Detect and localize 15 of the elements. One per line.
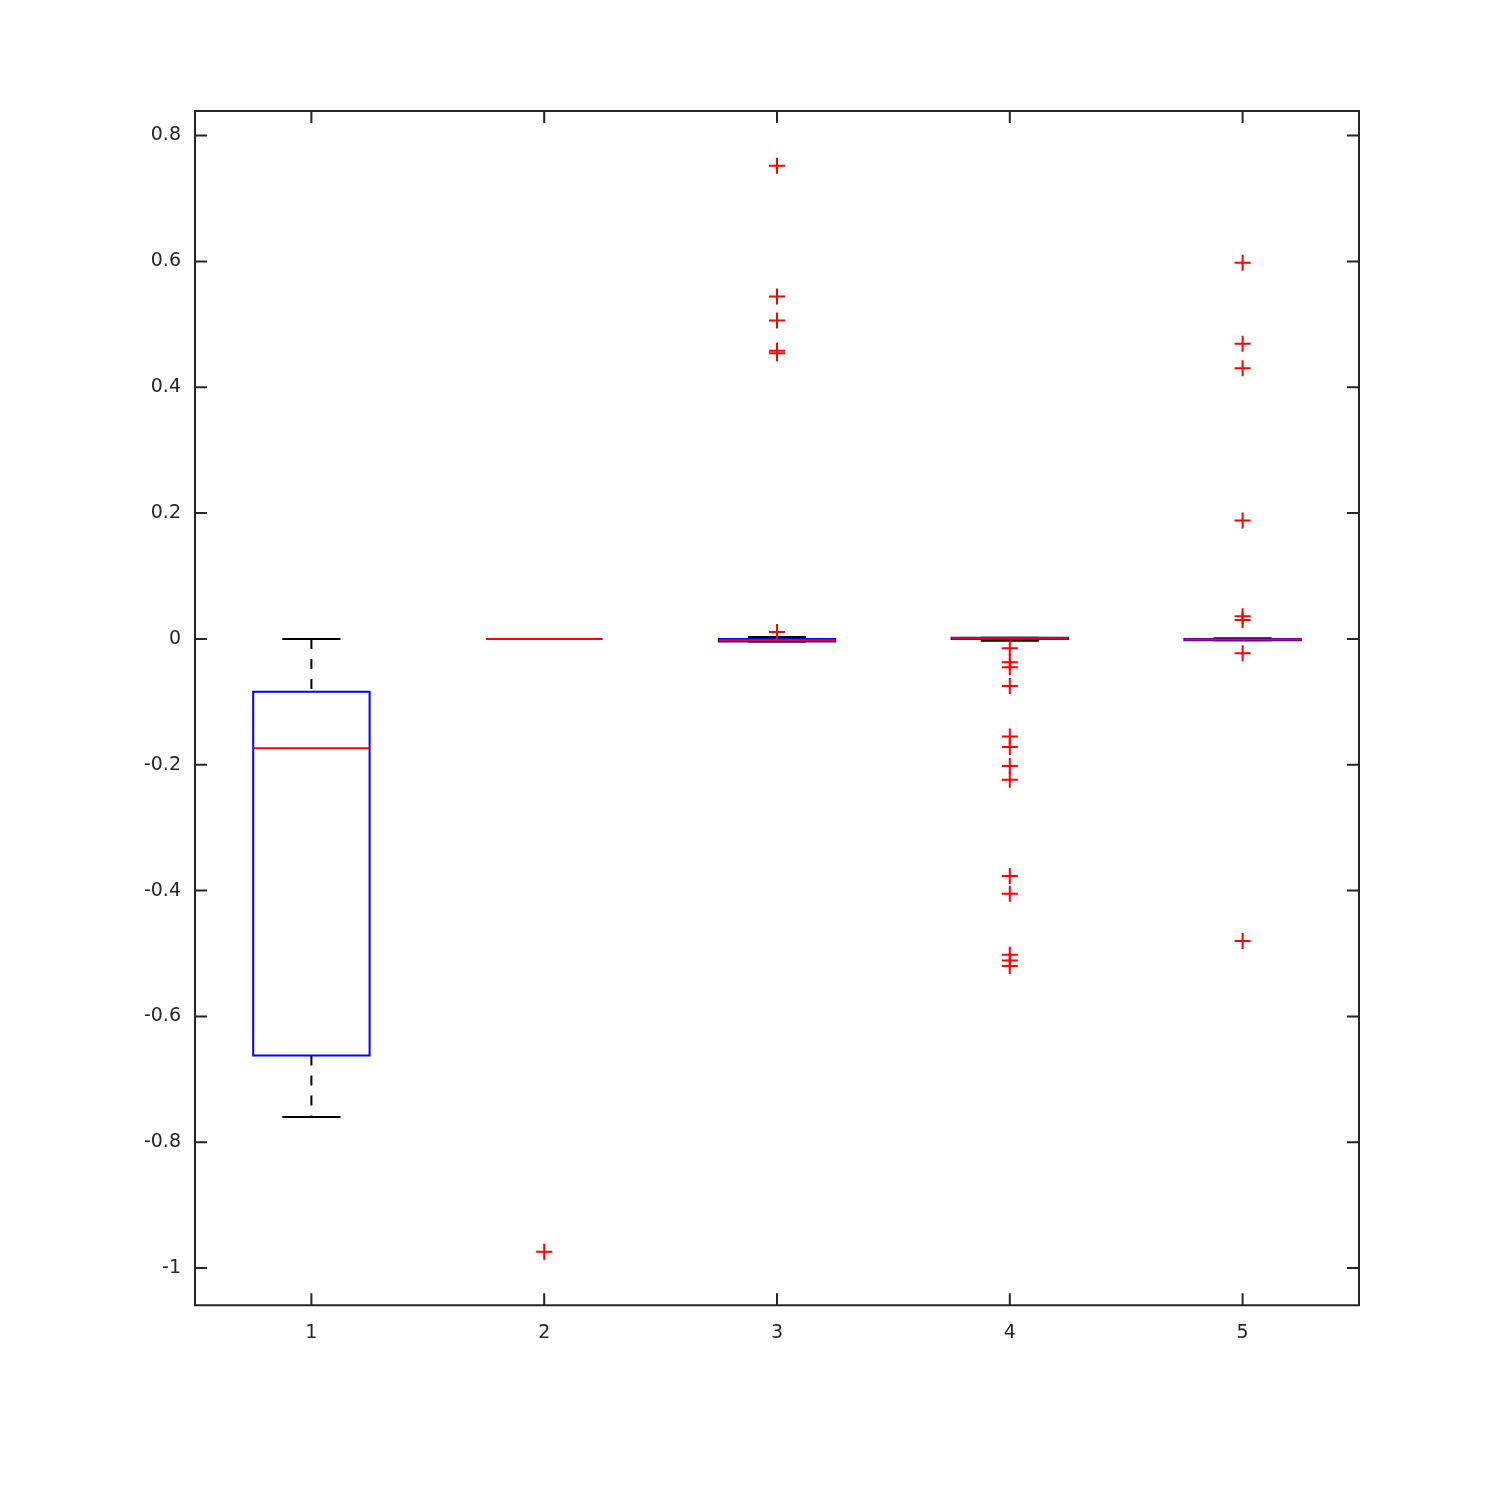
y-tick-label: 0.2 <box>150 499 181 522</box>
y-tick-label: 0.4 <box>150 374 181 397</box>
y-tick-label: 0.6 <box>150 248 181 271</box>
y-tick-label: 0 <box>168 625 181 648</box>
y-tick-label: 0.8 <box>150 122 181 145</box>
x-tick-label: 1 <box>305 1319 318 1342</box>
x-tick-label: 5 <box>1236 1319 1249 1342</box>
y-tick-label: -0.4 <box>143 877 181 900</box>
x-tick-label: 3 <box>770 1319 784 1342</box>
y-tick-label: -0.6 <box>143 1003 181 1026</box>
y-tick-label: -1 <box>162 1255 181 1278</box>
y-tick-label: -0.8 <box>143 1129 181 1152</box>
x-tick-label: 2 <box>538 1319 551 1342</box>
x-tick-label: 4 <box>1003 1319 1016 1342</box>
y-tick-label: -0.2 <box>143 751 181 774</box>
